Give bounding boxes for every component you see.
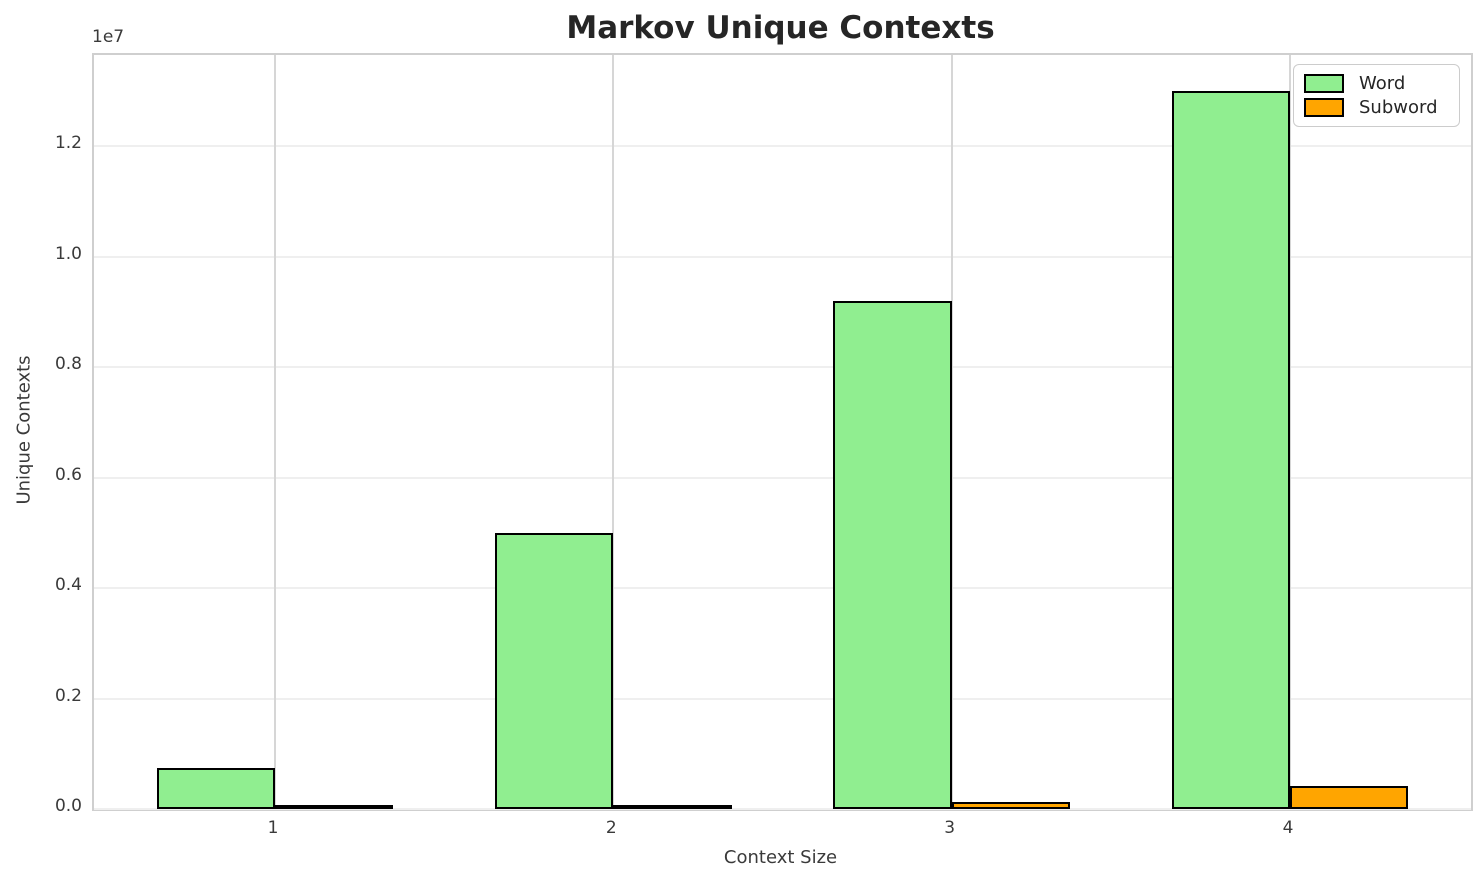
y-gridline [94, 587, 1471, 590]
y-axis-label: Unique Contexts [13, 355, 35, 505]
y-axis-offset-text: 1e7 [92, 27, 125, 47]
x-gridline [274, 55, 276, 809]
bar-word [494, 533, 614, 809]
bar-word [1171, 91, 1290, 809]
y-gridline [94, 697, 1471, 700]
y-tick-label: 0.6 [54, 464, 82, 485]
legend-label: Word [1359, 72, 1406, 94]
y-gridline [94, 255, 1471, 258]
bar-subword [613, 805, 732, 809]
y-tick-label: 1.2 [54, 133, 82, 154]
plot-area [92, 53, 1473, 811]
y-tick-label: 0.0 [54, 796, 82, 816]
chart-title: Markov Unique Contexts [566, 10, 995, 46]
legend-swatch-word [1304, 73, 1344, 93]
legend: Word Subword [1293, 64, 1460, 127]
x-tick-label: 1 [267, 818, 279, 838]
y-gridline [94, 476, 1471, 479]
bar-subword [951, 802, 1071, 809]
bar-word [156, 768, 275, 809]
x-tick-label: 4 [1282, 818, 1294, 838]
y-tick-label: 1.0 [54, 243, 82, 264]
y-gridline [94, 145, 1471, 148]
legend-item: Subword [1304, 97, 1449, 118]
x-tick-label: 2 [605, 818, 617, 838]
bar-word [833, 301, 952, 809]
bar-subword [275, 805, 394, 809]
legend-label: Subword [1359, 97, 1438, 119]
y-tick-label: 0.2 [54, 685, 82, 706]
x-gridline [612, 55, 615, 809]
y-gridline [94, 366, 1471, 369]
x-axis-label: Context Size [723, 847, 838, 868]
y-tick-label: 0.8 [54, 354, 82, 375]
bar-subword [1289, 786, 1409, 809]
legend-swatch-subword [1304, 98, 1344, 118]
y-tick-label: 0.4 [54, 575, 82, 596]
x-gridline [1288, 55, 1291, 809]
x-gridline [950, 55, 953, 809]
legend-item: Word [1304, 73, 1449, 94]
y-gridline [94, 808, 1471, 810]
x-tick-label: 3 [944, 818, 956, 838]
